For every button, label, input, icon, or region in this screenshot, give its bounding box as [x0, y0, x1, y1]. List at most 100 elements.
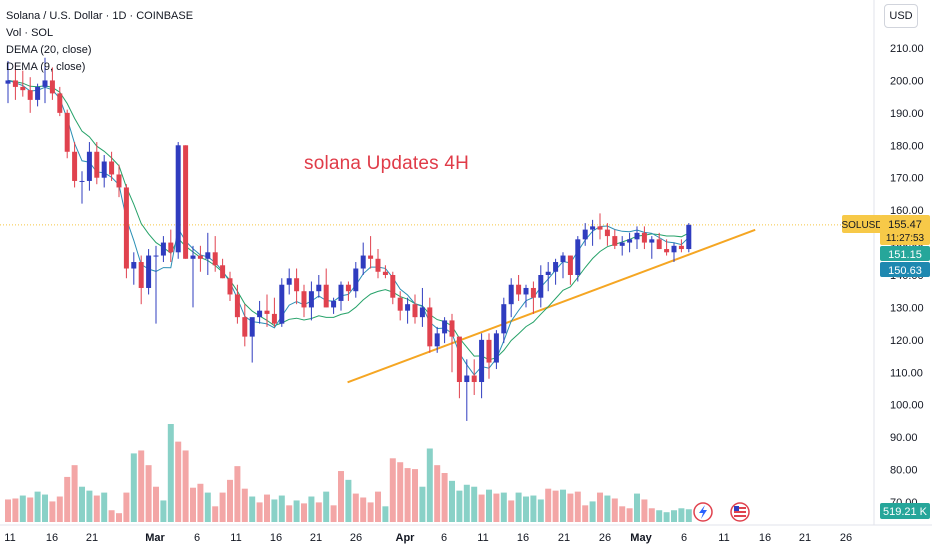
time-tick-label: 11: [4, 532, 15, 544]
volume-value-label: 519.21 K: [883, 506, 928, 518]
candle-body: [220, 265, 226, 279]
candle-body: [553, 262, 559, 272]
time-tick-label: 21: [310, 532, 322, 544]
time-tick-label: 16: [270, 532, 282, 544]
time-tick-label: 26: [599, 532, 611, 544]
volume-bar: [641, 499, 648, 522]
currency-button[interactable]: USD: [884, 4, 918, 28]
volume-bar: [456, 490, 463, 522]
lightning-event-icon[interactable]: [693, 502, 713, 522]
candle-body: [479, 339, 485, 383]
candle-body: [678, 245, 684, 250]
symbol-label: SOLUSD: [841, 220, 882, 231]
candle-body: [286, 278, 292, 285]
candle-body: [353, 268, 359, 292]
candle-body: [627, 239, 633, 243]
volume-bar: [86, 490, 93, 522]
volume-bar: [12, 498, 19, 522]
candle-body: [545, 271, 551, 275]
countdown-label: 11:27:53: [886, 233, 925, 244]
time-tick-label: May: [630, 532, 652, 544]
candle-body: [197, 255, 203, 259]
volume-bar: [685, 509, 692, 522]
time-tick-label: 16: [517, 532, 529, 544]
candle-body: [612, 236, 618, 246]
time-tick-label: 21: [558, 532, 570, 544]
candle-body: [86, 151, 92, 181]
candle-body: [146, 255, 152, 288]
price-labels: SOLUSD 155.47 11:27:53 151.15 150.63 519…: [841, 215, 930, 519]
candle-body: [79, 180, 85, 182]
dema20-indicator-label[interactable]: DEMA (20, close): [6, 44, 92, 56]
candles[interactable]: [5, 57, 692, 421]
dema9-value-label: 151.15: [888, 249, 922, 261]
time-tick-label: 21: [799, 532, 811, 544]
candle-body: [94, 151, 100, 178]
symbol-tag: [842, 215, 882, 233]
volume-bar: [308, 496, 315, 522]
volume-bar: [375, 491, 381, 522]
candle-body: [20, 86, 26, 91]
volume-bar: [560, 489, 566, 522]
volume-bar: [515, 492, 522, 522]
time-axis[interactable]: 11 16 21 Mar 6 11 16 21 26 Apr 6 11 16 21 26 May 6 11 16 21…: [4, 532, 852, 544]
volume-bar: [130, 453, 137, 522]
volume-bar: [49, 501, 56, 522]
volume-bar: [552, 490, 559, 522]
time-tick-label: 26: [350, 532, 362, 544]
candle-body: [316, 284, 322, 292]
volume-indicator-label[interactable]: Vol · SOL: [6, 27, 54, 39]
volume-bar: [219, 492, 226, 522]
volume-bar: [79, 486, 85, 522]
candle-body: [567, 255, 573, 275]
candle-body: [671, 245, 677, 253]
volume-bar: [419, 486, 426, 522]
volume-bar: [486, 489, 492, 522]
volume-bar: [301, 503, 307, 522]
volume-bar: [212, 506, 219, 522]
candle-body: [160, 242, 166, 256]
volume-bar: [286, 505, 293, 522]
volume-bar: [426, 448, 433, 522]
volume-bar: [64, 476, 71, 522]
candle-body: [153, 255, 159, 257]
volume-bar: [404, 468, 411, 522]
candle-body: [405, 304, 411, 311]
candle-body: [345, 284, 351, 292]
symbol-title[interactable]: Solana / U.S. Dollar · 1D · COINBASE: [6, 10, 194, 22]
volume-bar: [160, 500, 167, 522]
candle-body: [227, 278, 233, 295]
trendline[interactable]: [347, 228, 756, 384]
dema9-line: [7, 79, 690, 376]
volume-bar: [278, 495, 285, 522]
volume-bar: [582, 505, 589, 522]
volume-bar: [27, 497, 34, 522]
candle-body: [264, 310, 270, 314]
price-tick-label: 190.00: [890, 108, 924, 120]
us-flag-event-icon[interactable]: [730, 502, 750, 522]
volume-bar: [56, 496, 63, 522]
candle-body: [360, 255, 366, 269]
candle-body: [323, 284, 329, 308]
candle-body: [538, 275, 544, 298]
volume-bar: [19, 495, 26, 522]
candle-body: [560, 255, 566, 263]
volume-bar: [367, 502, 374, 522]
volume-bar: [678, 508, 685, 522]
candle-body: [604, 229, 610, 237]
candle-body: [331, 300, 337, 308]
candle-body: [109, 161, 115, 175]
candle-body: [271, 313, 277, 324]
volume-bar: [197, 483, 204, 522]
volume-bar: [204, 492, 211, 522]
volume-bar: [167, 424, 174, 522]
dema9-indicator-label[interactable]: DEMA (9, close): [6, 61, 86, 73]
candle-body: [508, 284, 514, 305]
volume-bar: [574, 491, 581, 522]
candle-body: [590, 226, 596, 230]
volume-bar: [611, 498, 618, 522]
chart-annotation[interactable]: solana Updates 4H: [304, 153, 470, 174]
volume-bar: [108, 510, 115, 522]
candle-body: [205, 252, 211, 259]
